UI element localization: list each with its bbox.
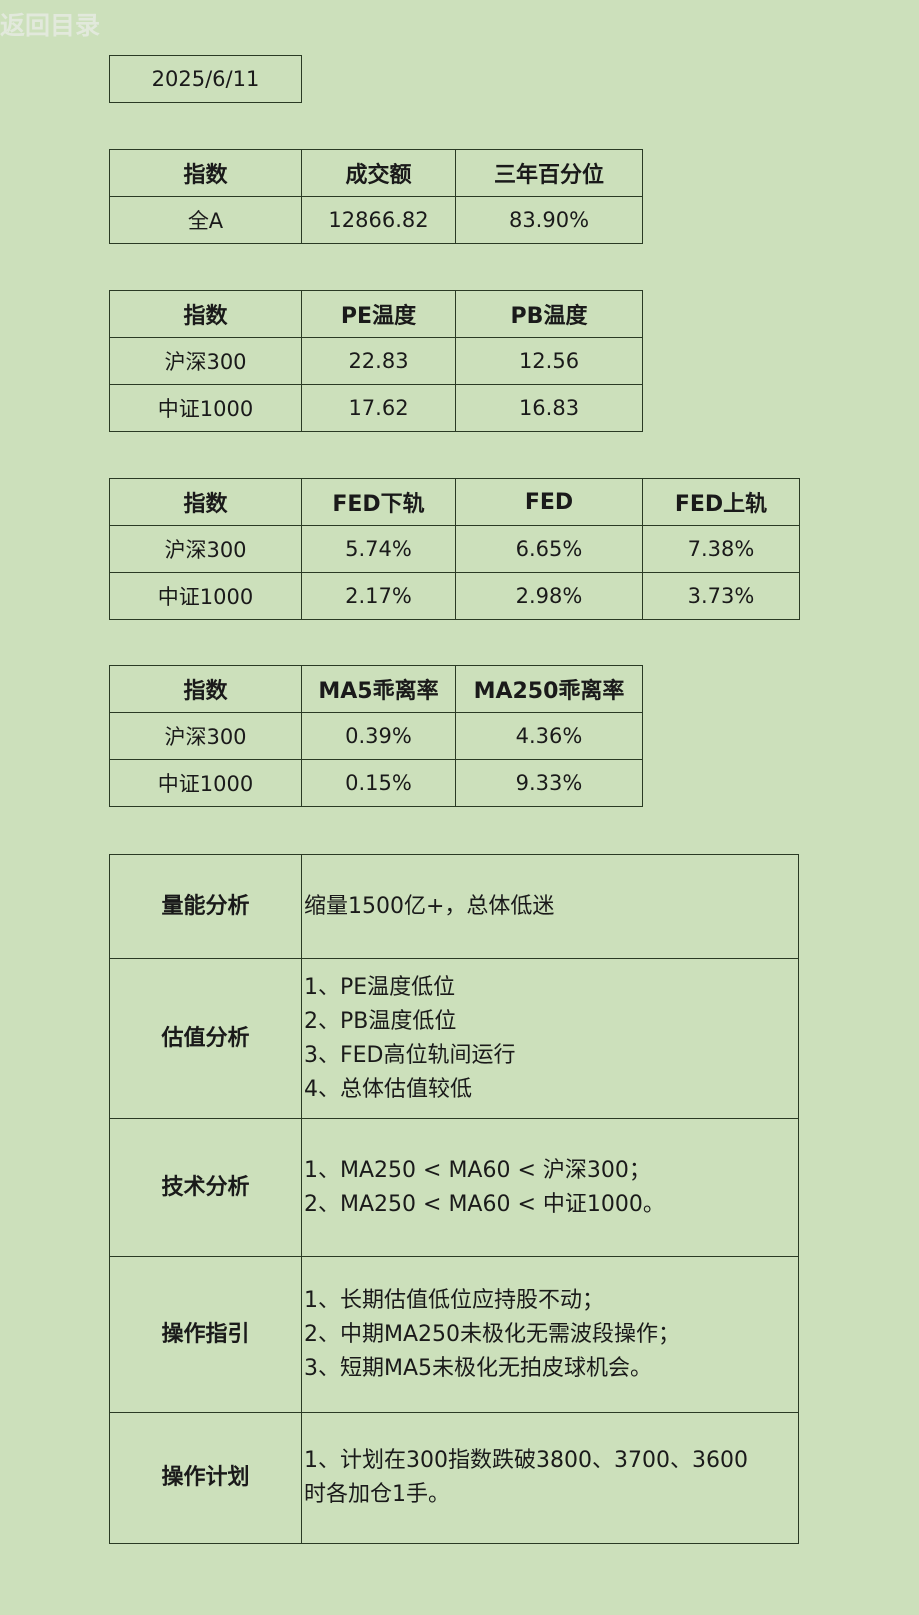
- table-row: 中证1000 17.62 16.83: [109, 384, 643, 432]
- table-row: 中证1000 0.15% 9.33%: [109, 759, 643, 807]
- back-to-contents-link[interactable]: 返回目录: [0, 11, 101, 40]
- header-cell: 三年百分位: [455, 149, 643, 197]
- header-cell: PB温度: [455, 290, 643, 338]
- cell: 7.38%: [642, 525, 800, 573]
- row-label: 操作指引: [109, 1256, 302, 1413]
- content-line: 2、中期MA250未极化无需波段操作；: [304, 1321, 681, 1347]
- cell: 4.36%: [455, 712, 643, 760]
- header-cell: FED下轨: [301, 478, 456, 526]
- analysis-row-technical: 技术分析 1、MA250 < MA60 < 沪深300； 2、MA250 < M…: [109, 1118, 799, 1257]
- cell: 2.98%: [455, 572, 643, 620]
- row-content: 1、MA250 < MA60 < 沪深300； 2、MA250 < MA60 <…: [301, 1118, 799, 1257]
- header-cell: FED上轨: [642, 478, 800, 526]
- content-line: 2、MA250 < MA60 < 中证1000。: [304, 1191, 665, 1217]
- content-line: 时各加仓1手。: [304, 1482, 450, 1507]
- row-content: 1、计划在300指数跌破3800、3700、3600 时各加仓1手。: [301, 1412, 799, 1544]
- cell: 沪深300: [109, 525, 302, 573]
- row-content: 缩量1500亿+，总体低迷: [301, 854, 799, 959]
- cell: 全A: [109, 196, 302, 244]
- row-content: 1、长期估值低位应持股不动； 2、中期MA250未极化无需波段操作； 3、短期M…: [301, 1256, 799, 1413]
- cell: 2.17%: [301, 572, 456, 620]
- cell: 中证1000: [109, 759, 302, 807]
- cell: 0.39%: [301, 712, 456, 760]
- date-cell: 2025/6/11: [109, 55, 302, 103]
- analysis-row-plan: 操作计划 1、计划在300指数跌破3800、3700、3600 时各加仓1手。: [109, 1412, 799, 1544]
- header-cell: 成交额: [301, 149, 456, 197]
- row-label: 量能分析: [109, 854, 302, 959]
- cell: 16.83: [455, 384, 643, 432]
- table-row: 沪深300 5.74% 6.65% 7.38%: [109, 525, 800, 573]
- cell: 22.83: [301, 337, 456, 385]
- content-line: 1、长期估值低位应持股不动；: [304, 1287, 604, 1313]
- content-line: 3、短期MA5未极化无拍皮球机会。: [304, 1355, 653, 1381]
- header-cell: MA5乖离率: [301, 665, 456, 713]
- table-row: 中证1000 2.17% 2.98% 3.73%: [109, 572, 800, 620]
- ma-deviation-table: 指数 MA5乖离率 MA250乖离率 沪深300 0.39% 4.36% 中证1…: [109, 665, 643, 807]
- cell: 17.62: [301, 384, 456, 432]
- date-box: 2025/6/11: [109, 55, 302, 103]
- turnover-table: 指数 成交额 三年百分位 全A 12866.82 83.90%: [109, 149, 643, 244]
- content-line: 4、总体估值较低: [304, 1076, 472, 1102]
- analysis-row-volume: 量能分析 缩量1500亿+，总体低迷: [109, 854, 799, 959]
- cell: 0.15%: [301, 759, 456, 807]
- header-cell: PE温度: [301, 290, 456, 338]
- fed-table: 指数 FED下轨 FED FED上轨 沪深300 5.74% 6.65% 7.3…: [109, 478, 800, 620]
- row-label: 技术分析: [109, 1118, 302, 1257]
- analysis-row-guidance: 操作指引 1、长期估值低位应持股不动； 2、中期MA250未极化无需波段操作； …: [109, 1256, 799, 1413]
- cell: 12866.82: [301, 196, 456, 244]
- row-label: 操作计划: [109, 1412, 302, 1544]
- header-cell: 指数: [109, 149, 302, 197]
- content-line: 2、PB温度低位: [304, 1008, 457, 1034]
- cell: 中证1000: [109, 572, 302, 620]
- content-line: 3、FED高位轨间运行: [304, 1042, 516, 1068]
- header-cell: 指数: [109, 478, 302, 526]
- cell: 沪深300: [109, 337, 302, 385]
- content-line: 缩量1500亿+，总体低迷: [304, 893, 555, 919]
- cell: 6.65%: [455, 525, 643, 573]
- cell: 83.90%: [455, 196, 643, 244]
- cell: 沪深300: [109, 712, 302, 760]
- temperature-table: 指数 PE温度 PB温度 沪深300 22.83 12.56 中证1000 17…: [109, 290, 643, 432]
- table-row: 沪深300 0.39% 4.36%: [109, 712, 643, 760]
- cell: 3.73%: [642, 572, 800, 620]
- content-line: 1、计划在300指数跌破3800、3700、3600: [304, 1448, 748, 1473]
- content-line: 1、MA250 < MA60 < 沪深300；: [304, 1157, 651, 1183]
- header-cell: MA250乖离率: [455, 665, 643, 713]
- analysis-table: 量能分析 缩量1500亿+，总体低迷 估值分析 1、PE温度低位 2、PB温度低…: [109, 854, 799, 1544]
- cell: 中证1000: [109, 384, 302, 432]
- cell: 12.56: [455, 337, 643, 385]
- cell: 9.33%: [455, 759, 643, 807]
- header-cell: 指数: [109, 665, 302, 713]
- cell: 5.74%: [301, 525, 456, 573]
- row-label: 估值分析: [109, 958, 302, 1119]
- header-cell: FED: [455, 478, 643, 526]
- header-cell: 指数: [109, 290, 302, 338]
- analysis-row-valuation: 估值分析 1、PE温度低位 2、PB温度低位 3、FED高位轨间运行 4、总体估…: [109, 958, 799, 1119]
- row-content: 1、PE温度低位 2、PB温度低位 3、FED高位轨间运行 4、总体估值较低: [301, 958, 799, 1119]
- table-row: 全A 12866.82 83.90%: [109, 196, 643, 244]
- content-line: 1、PE温度低位: [304, 974, 456, 1000]
- table-row: 沪深300 22.83 12.56: [109, 337, 643, 385]
